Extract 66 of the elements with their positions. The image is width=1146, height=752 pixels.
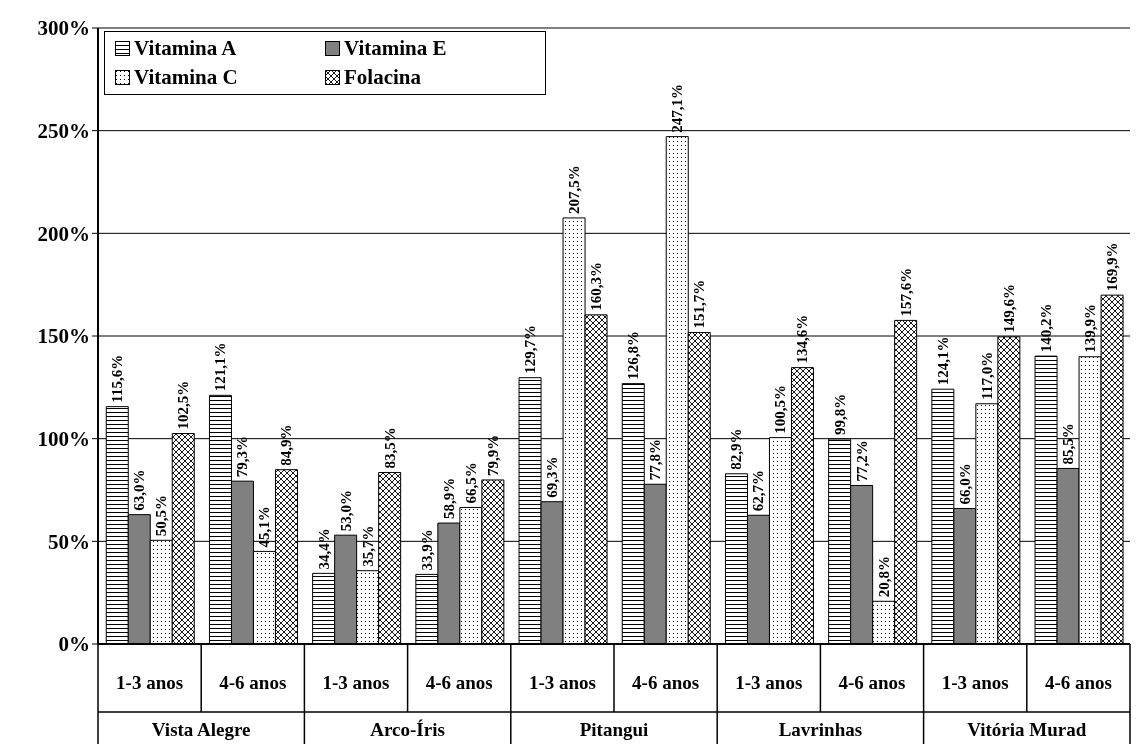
data-label: 140,2% [1038,303,1055,353]
x-tick-label: 1-3 anos [735,672,803,693]
x-tick-label: 1-3 anos [322,672,390,693]
data-label: 139,9% [1082,303,1099,353]
text: Lavrinhas [778,719,863,740]
data-label: 53,0% [337,489,354,532]
data-label: 115,6% [109,354,126,403]
data-label: 66,0% [956,463,973,505]
data-label: 134,6% [794,314,811,364]
data-label: 129,7% [522,324,539,374]
text: Arco-Íris [370,719,445,740]
data-label: 77,2% [853,440,870,482]
data-label: 121,1% [212,342,229,392]
data-label: 69,3% [544,456,561,498]
data-label: 157,6% [897,267,914,317]
x-tick-label: 1-3 anos [528,672,596,693]
data-label: 126,8% [625,330,642,380]
data-label: 99,8% [831,393,848,436]
data-label: 169,9% [1104,242,1121,292]
data-label: 117,0% [978,351,995,400]
data-label: 247,1% [669,83,686,133]
data-label: 79,3% [234,435,251,478]
data-label: 20,8% [875,556,892,598]
legend-label: Vitamina C [134,65,238,90]
x-tick-label: 1-3 anos [116,672,184,693]
data-label: 84,9% [278,424,295,466]
y-tick-label: 200% [37,221,90,246]
y-tick-label: 50% [48,529,90,554]
data-label: 160,3% [588,262,605,311]
data-label: 85,5% [1060,423,1077,465]
data-label: 66,5% [462,462,479,504]
data-label: 50,5% [153,495,170,537]
x-tick-label: 1-3 anos [941,672,1009,693]
x-tick-label: 4-6 anos [1044,672,1112,693]
data-label: 207,5% [566,165,583,214]
legend-label: Vitamina A [134,36,237,61]
legend-label: Folacina [344,65,421,90]
data-label: 83,5% [381,427,398,469]
legend-label: Vitamina E [344,36,447,61]
text: Vista Alegre [151,719,251,740]
data-label: 149,6% [1000,284,1017,333]
data-label: 79,9% [484,434,501,476]
data-label: 33,9% [418,529,435,571]
data-label: 102,5% [175,380,192,430]
text: Vitória Murad [967,719,1087,740]
data-label: 151,7% [691,279,708,329]
data-label: 58,9% [440,477,457,520]
y-tick-label: 0% [58,632,90,657]
y-tick-label: 250% [37,119,90,144]
data-label: 62,7% [750,470,767,512]
data-label: 35,7% [359,525,376,567]
data-label: 100,5% [772,384,789,434]
x-tick-label: 4-6 anos [219,672,287,693]
data-label: 45,1% [256,506,273,548]
data-label: 63,0% [131,469,148,511]
data-label: 77,8% [647,439,664,481]
y-tick-label: 150% [37,324,90,349]
text: Pitangui [579,719,649,740]
data-label: 82,9% [728,428,745,470]
data-label: 124,1% [934,336,951,386]
data-label: 34,4% [315,528,332,570]
y-tick-label: 300% [37,16,90,41]
x-tick-label: 4-6 anos [425,672,493,693]
x-tick-label: 4-6 anos [632,672,700,693]
y-tick-label: 100% [37,427,90,452]
x-tick-label: 4-6 anos [838,672,906,693]
